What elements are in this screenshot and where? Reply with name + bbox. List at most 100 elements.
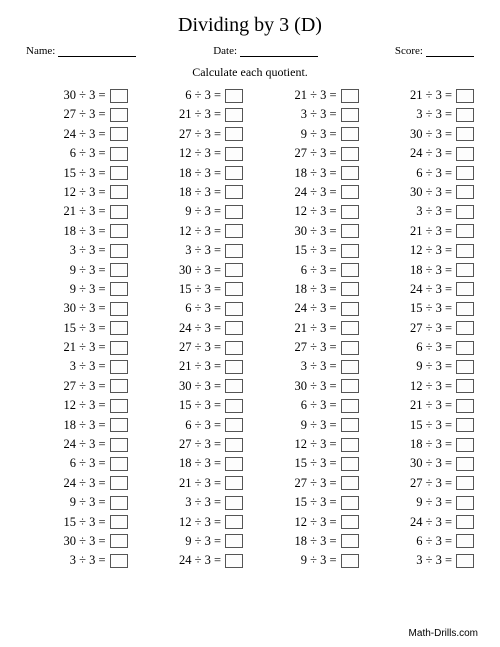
answer-box[interactable] [456,554,474,568]
answer-box[interactable] [341,147,359,161]
answer-box[interactable] [110,89,128,103]
answer-box[interactable] [110,476,128,490]
answer-box[interactable] [341,438,359,452]
answer-box[interactable] [456,360,474,374]
answer-box[interactable] [341,127,359,141]
answer-box[interactable] [225,379,243,393]
answer-box[interactable] [456,418,474,432]
answer-box[interactable] [225,166,243,180]
answer-box[interactable] [341,108,359,122]
answer-box[interactable] [341,341,359,355]
answer-box[interactable] [341,244,359,258]
answer-box[interactable] [456,496,474,510]
answer-box[interactable] [110,534,128,548]
answer-box[interactable] [341,554,359,568]
answer-box[interactable] [110,302,128,316]
answer-box[interactable] [341,263,359,277]
answer-box[interactable] [225,147,243,161]
answer-box[interactable] [110,554,128,568]
answer-box[interactable] [341,399,359,413]
answer-box[interactable] [110,108,128,122]
answer-box[interactable] [456,185,474,199]
answer-box[interactable] [456,515,474,529]
answer-box[interactable] [225,302,243,316]
answer-box[interactable] [456,457,474,471]
answer-box[interactable] [110,224,128,238]
answer-box[interactable] [225,534,243,548]
answer-box[interactable] [225,341,243,355]
answer-box[interactable] [456,282,474,296]
answer-box[interactable] [225,399,243,413]
answer-box[interactable] [225,321,243,335]
answer-box[interactable] [110,360,128,374]
answer-box[interactable] [341,496,359,510]
answer-box[interactable] [225,224,243,238]
answer-box[interactable] [110,244,128,258]
answer-box[interactable] [341,476,359,490]
answer-box[interactable] [110,438,128,452]
answer-box[interactable] [225,263,243,277]
answer-box[interactable] [110,418,128,432]
answer-box[interactable] [225,554,243,568]
answer-box[interactable] [341,418,359,432]
date-blank[interactable] [240,46,318,57]
answer-box[interactable] [225,89,243,103]
answer-box[interactable] [110,147,128,161]
answer-box[interactable] [225,108,243,122]
answer-box[interactable] [456,244,474,258]
answer-box[interactable] [110,496,128,510]
answer-box[interactable] [110,399,128,413]
answer-box[interactable] [341,282,359,296]
answer-box[interactable] [456,534,474,548]
score-blank[interactable] [426,46,474,57]
name-blank[interactable] [58,46,136,57]
answer-box[interactable] [225,244,243,258]
answer-box[interactable] [456,127,474,141]
answer-box[interactable] [456,166,474,180]
answer-box[interactable] [341,515,359,529]
answer-box[interactable] [456,89,474,103]
answer-box[interactable] [110,263,128,277]
answer-box[interactable] [456,224,474,238]
answer-box[interactable] [225,418,243,432]
answer-box[interactable] [456,438,474,452]
answer-box[interactable] [110,282,128,296]
answer-box[interactable] [225,360,243,374]
answer-box[interactable] [456,379,474,393]
answer-box[interactable] [225,127,243,141]
answer-box[interactable] [456,476,474,490]
answer-box[interactable] [110,379,128,393]
answer-box[interactable] [456,341,474,355]
answer-box[interactable] [225,457,243,471]
answer-box[interactable] [341,205,359,219]
answer-box[interactable] [110,166,128,180]
answer-box[interactable] [110,515,128,529]
answer-box[interactable] [341,360,359,374]
answer-box[interactable] [225,515,243,529]
answer-box[interactable] [225,282,243,296]
answer-box[interactable] [341,185,359,199]
answer-box[interactable] [341,302,359,316]
answer-box[interactable] [225,496,243,510]
answer-box[interactable] [456,321,474,335]
answer-box[interactable] [456,205,474,219]
answer-box[interactable] [456,147,474,161]
answer-box[interactable] [225,205,243,219]
answer-box[interactable] [341,534,359,548]
answer-box[interactable] [456,263,474,277]
answer-box[interactable] [110,457,128,471]
answer-box[interactable] [110,205,128,219]
answer-box[interactable] [341,457,359,471]
answer-box[interactable] [456,302,474,316]
answer-box[interactable] [341,224,359,238]
answer-box[interactable] [341,379,359,393]
answer-box[interactable] [456,108,474,122]
answer-box[interactable] [110,341,128,355]
answer-box[interactable] [110,185,128,199]
answer-box[interactable] [341,321,359,335]
answer-box[interactable] [225,185,243,199]
answer-box[interactable] [225,476,243,490]
answer-box[interactable] [341,166,359,180]
answer-box[interactable] [225,438,243,452]
answer-box[interactable] [341,89,359,103]
